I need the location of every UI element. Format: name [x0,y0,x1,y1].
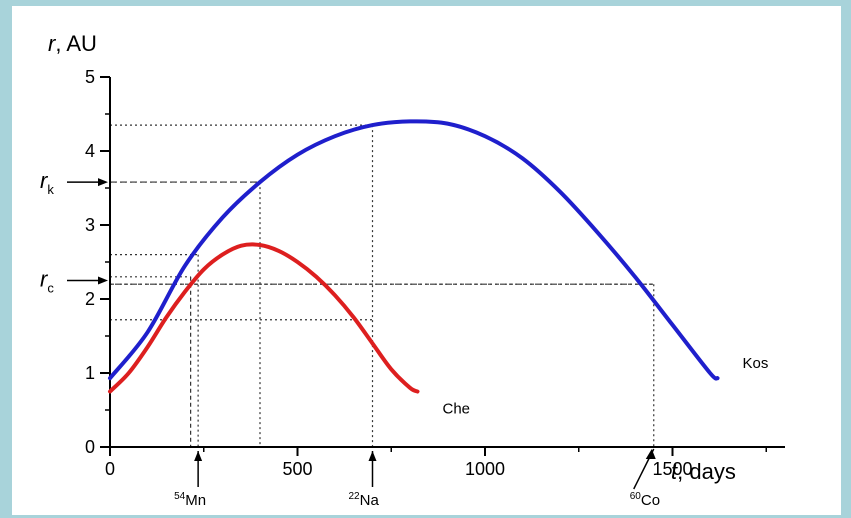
y-axis-label: r, AU [48,31,97,56]
annotation-arrow-head [98,178,108,187]
isotope-label-na: 22Na [349,491,380,509]
isotope-arrow-head [645,449,656,459]
x-tick-label: 1500 [652,459,692,479]
annotation-arrow-head [98,276,108,285]
chart-frame: 0 1 2 3 4 5 0 500 1000 1500 r, AU t, days Kos Che rk r… [12,6,841,515]
y-tick-label: 2 [85,289,95,309]
y-tick-label: 0 [85,437,95,457]
axes: 0 1 2 3 4 5 0 500 1000 1500 [85,67,785,479]
isotope-arrow-head [194,451,203,461]
series-line-kos [108,119,720,381]
x-tick-label: 500 [282,459,312,479]
series-line-che [108,242,420,394]
x-axis-label: t, days [671,459,736,484]
x-tick-label: 1000 [465,459,505,479]
x-tick-label: 0 [105,459,115,479]
y-tick-label: 3 [85,215,95,235]
y-tick-label: 4 [85,141,95,161]
isotope-arrow-head [368,451,377,461]
annotation-rc: rc [40,267,54,296]
annotation-rk: rk [40,168,54,197]
y-tick-label: 5 [85,67,95,87]
isotope-label-mn: 54Mn [174,491,206,509]
series-label-che: Che [443,401,471,418]
y-tick-label: 1 [85,363,95,383]
guide-lines [110,124,655,447]
labels-group: r, AU t, days Kos Che rk rc 54Mn 22Na 60Co [40,31,768,509]
series-label-kos: Kos [743,355,769,372]
series-group [108,119,720,394]
isotope-label-co: 60Co [630,491,660,509]
